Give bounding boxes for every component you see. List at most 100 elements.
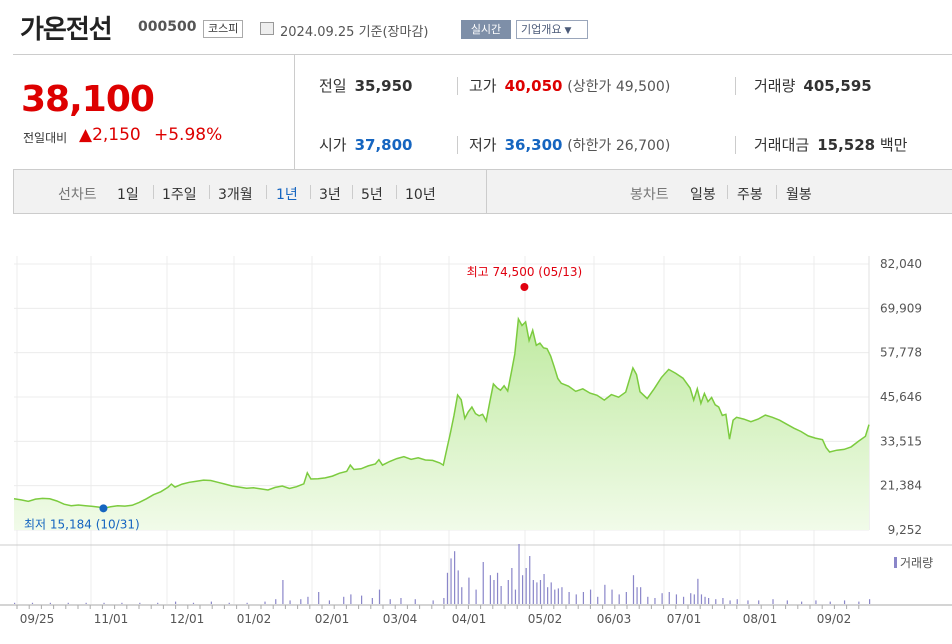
volume-bar: [704, 596, 706, 604]
volume-bar: [543, 574, 545, 604]
volume-bar: [103, 602, 105, 604]
volume-bar: [507, 580, 509, 604]
realtime-button[interactable]: 실시간: [461, 20, 511, 39]
tab-3m[interactable]: 3개월: [218, 187, 253, 203]
divider: [209, 185, 210, 199]
x-tick-label: 01/02: [237, 612, 272, 626]
divider: [727, 185, 728, 199]
volume-bar: [31, 602, 34, 604]
volume-bar: [654, 598, 656, 604]
volume-bar: [400, 598, 402, 604]
volume-bar: [246, 602, 248, 604]
tab-5y[interactable]: 5년: [361, 187, 383, 203]
tab-1w[interactable]: 1주일: [162, 187, 197, 203]
stock-header: 가온전선 000500 코스피 2024.09.25 기준(장마감) 실시간 기…: [0, 0, 952, 50]
volume-bar: [67, 602, 69, 604]
trade-amount: 거래대금 15,528 백만: [754, 134, 907, 155]
lower-limit: (하한가 26,700): [567, 138, 671, 154]
volume-bar: [500, 586, 502, 604]
volume-bar: [371, 598, 373, 604]
tab-monthly[interactable]: 월봉: [786, 187, 812, 203]
y-tick-label: 21,384: [880, 479, 922, 493]
volume-bar: [843, 600, 846, 604]
x-tick-label: 12/01: [170, 612, 205, 626]
volume-bar: [539, 580, 542, 604]
volume-bar: [550, 582, 552, 604]
volume-bar: [461, 587, 463, 604]
volume-bar: [829, 601, 831, 604]
volume-bar: [715, 599, 717, 604]
price-chart[interactable]: 82,040 69,909 57,778 45,646 33,515 21,384 9,25…: [0, 214, 952, 644]
volume-bar: [568, 592, 570, 604]
volume-bar: [275, 599, 277, 604]
volume-bar: [758, 600, 760, 604]
chevron-down-icon: ▼: [564, 26, 572, 36]
open-price: 시가 37,800: [319, 134, 413, 155]
volume-bar: [640, 587, 642, 604]
chart-period-tabs: 선차트 1일 1주일 3개월 1년 3년 5년 10년 봉차트 일봉 주봉 월봉: [13, 170, 952, 214]
tab-1y[interactable]: 1년: [276, 187, 298, 203]
x-tick-label: 05/02: [528, 612, 563, 626]
divider: [310, 185, 311, 199]
company-overview-dropdown[interactable]: 기업개요 ▼: [516, 20, 588, 39]
x-tick-label: 04/01: [452, 612, 487, 626]
y-tick-label: 45,646: [880, 390, 922, 404]
volume-bar: [729, 600, 731, 604]
stock-code: 000500: [138, 19, 197, 35]
volume-bar: [343, 596, 345, 604]
volume-bar: [350, 594, 352, 604]
y-tick-label: 57,778: [880, 346, 922, 360]
tab-10y[interactable]: 10년: [405, 187, 436, 203]
tab-3y[interactable]: 3년: [319, 187, 341, 203]
volume-bar: [454, 551, 456, 604]
volume-bar: [801, 601, 803, 604]
volume-bar: [157, 602, 159, 604]
tab-weekly[interactable]: 주봉: [737, 187, 763, 203]
volume-bar: [446, 572, 449, 604]
stock-name: 가온전선: [20, 15, 113, 45]
prev-close: 전일 35,950: [319, 75, 413, 96]
volume-bar: [597, 596, 599, 604]
volume-bar: [547, 587, 549, 604]
volume-bar: [378, 589, 381, 604]
volume-bar: [529, 556, 531, 604]
divider: [776, 185, 777, 199]
divider: [735, 136, 736, 154]
volume-bar: [693, 594, 695, 604]
volume-bar: [554, 589, 556, 604]
tab-daily[interactable]: 일봉: [690, 187, 716, 203]
divider: [352, 185, 353, 199]
volume-bar: [443, 598, 445, 604]
tab-1d[interactable]: 1일: [117, 187, 139, 203]
volume-bar: [815, 600, 817, 604]
price-area: [14, 319, 869, 530]
volume-bar: [49, 602, 51, 604]
volume-bar: [747, 600, 749, 604]
y-tick-label: 33,515: [880, 434, 922, 448]
line-chart-label: 선차트: [58, 187, 97, 203]
volume-bar: [722, 598, 724, 604]
x-tick-label: 02/01: [315, 612, 350, 626]
x-tick-label: 07/01: [667, 612, 702, 626]
change-amount: ▲2,150: [79, 125, 141, 145]
volume-bar: [589, 589, 592, 604]
volume-bar: [282, 580, 284, 604]
price-chart-svg: 82,040 69,909 57,778 45,646 33,515 21,384 9,25…: [0, 256, 952, 626]
volume-bar: [14, 602, 16, 604]
prev-close-value: 35,950: [354, 77, 413, 95]
x-tick-label: 03/04: [383, 612, 418, 626]
volume-bar: [858, 601, 860, 604]
volume-bar: [668, 592, 670, 604]
quote-panel: 38,100 전일대비 ▲2,150 +5.98% 전일 35,950 고가 40,…: [13, 54, 952, 170]
high-label: 고가: [469, 77, 497, 95]
day-low: 저가 36,300 (하한가 26,700): [469, 134, 670, 155]
volume-bar: [618, 594, 620, 604]
volume-bar: [489, 575, 491, 604]
volume-bar: [85, 602, 87, 604]
market-badge: 코스피: [203, 20, 244, 38]
volume-bar: [174, 601, 177, 604]
volume-bar: [389, 599, 391, 604]
volume-bar: [869, 599, 871, 604]
day-high: 고가 40,050 (상한가 49,500): [469, 75, 670, 96]
candle-chart-label: 봉차트: [630, 187, 669, 203]
